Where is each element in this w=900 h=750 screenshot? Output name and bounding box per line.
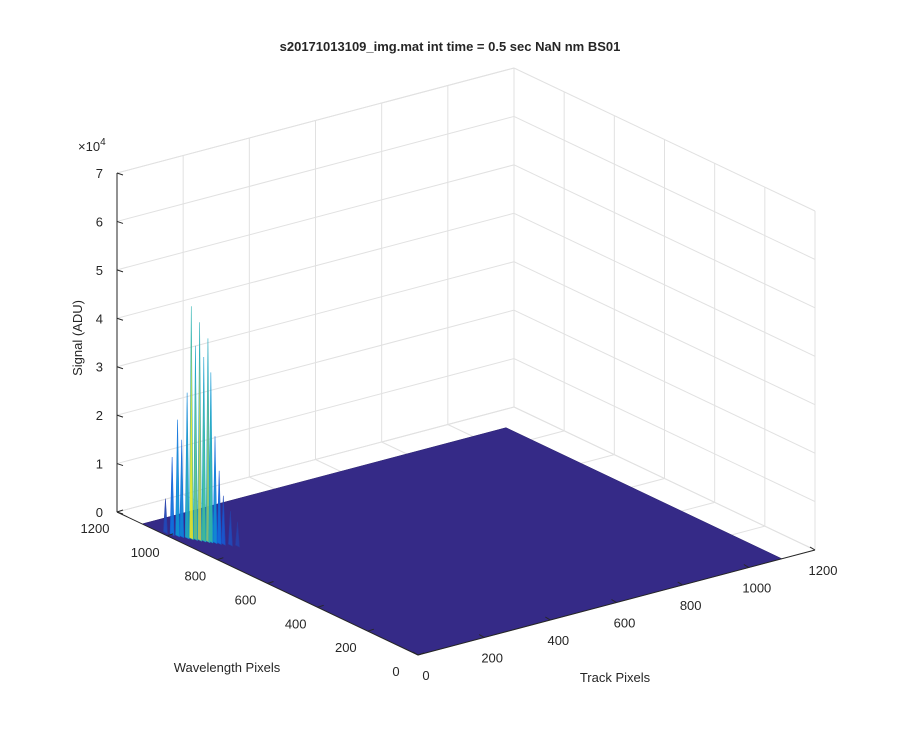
grid-wall-z-right [513, 309, 816, 454]
surface-peak [197, 322, 202, 542]
tick-labels: 0200400600800100012000200400600800100012… [81, 166, 838, 683]
y-axis-label: Wavelength Pixels [174, 660, 281, 675]
grid-wall-z-right [513, 406, 816, 551]
grid-wall-z-back [116, 406, 515, 513]
y-tick-label: 0 [392, 664, 399, 679]
grid-wall-z-right [513, 261, 816, 406]
z-axis-label: Signal (ADU) [70, 300, 85, 376]
x-tick-mark [809, 546, 816, 551]
x-tick-label: 800 [680, 598, 702, 613]
surface-peak [179, 439, 185, 539]
x-tick-label: 1200 [809, 563, 838, 578]
y-tick-label: 1200 [81, 521, 110, 536]
axes [116, 172, 816, 656]
x-tick-label: 200 [481, 651, 503, 666]
y-tick-mark [417, 652, 425, 656]
y-tick-label: 1000 [131, 545, 160, 560]
y-tick-mark [167, 533, 174, 537]
grid-wall-z-right [513, 115, 816, 260]
grid-wall-z-back [116, 358, 515, 465]
z-tick-mark [116, 414, 124, 418]
surface-peak [188, 306, 194, 541]
z-tick-label: 3 [96, 360, 103, 375]
surface-peak [208, 372, 214, 544]
z-tick-mark [116, 269, 124, 273]
y-tick-label: 400 [285, 616, 307, 631]
z-tick-label: 4 [96, 311, 103, 326]
z-tick-mark [116, 463, 124, 467]
x-axis-label: Track Pixels [580, 670, 651, 685]
x-tick-mark [478, 634, 485, 638]
x-tick-label: 600 [614, 616, 636, 631]
grid-wall-z-right [513, 67, 816, 212]
x-tick-mark [743, 564, 750, 568]
surface-peak [216, 470, 222, 545]
surface-peak [163, 498, 168, 535]
y-tick-mark [217, 557, 224, 561]
x-tick-mark [611, 599, 617, 603]
z-tick-label: 5 [96, 263, 103, 278]
surface-peak [201, 356, 207, 543]
surface-peak [221, 495, 226, 546]
y-tick-mark [116, 509, 124, 513]
z-tick-mark [116, 366, 124, 370]
surface-peak [212, 436, 218, 545]
surface-peak [184, 392, 190, 540]
y-tick-label: 200 [335, 640, 357, 655]
y-tick-label: 600 [235, 593, 257, 608]
grid-wall-z-right [513, 164, 816, 309]
y-tick-mark [267, 581, 274, 584]
x-tick-mark [545, 616, 551, 621]
z-tick-mark [116, 511, 124, 515]
y-tick-label: 800 [184, 569, 206, 584]
z-tick-label: 1 [96, 457, 103, 472]
surface-peak [235, 521, 240, 548]
y-tick-mark [367, 628, 374, 632]
grid-wall-z-back [116, 164, 515, 271]
y-tick-mark [317, 604, 324, 608]
x-tick-label: 400 [547, 633, 569, 648]
z-exponent-power: 4 [100, 137, 106, 148]
x-tick-mark [677, 581, 683, 586]
z-tick-label: 7 [96, 166, 103, 181]
z-tick-mark [116, 220, 124, 224]
z-tick-label: 6 [96, 214, 103, 229]
x-tick-mark [412, 651, 419, 656]
surface-peak [205, 338, 211, 544]
grid-wall-z-back [116, 309, 515, 416]
z-tick-label: 2 [96, 408, 103, 423]
grid-wall-z-right [513, 212, 816, 357]
z-tick-label: 0 [96, 505, 103, 520]
z-exponent-base: ×10 [78, 139, 100, 154]
z-tick-mark [116, 172, 124, 176]
x-tick-label: 1000 [742, 581, 771, 596]
surface-peak [169, 457, 175, 536]
surface-peak [193, 345, 198, 541]
grid-wall-z-right [513, 358, 816, 503]
grid-wall-z-back [116, 115, 515, 222]
surface-peak [228, 511, 233, 547]
z-exponent: ×104 [78, 137, 106, 154]
grid-wall-z-back [116, 212, 515, 319]
z-tick-mark [116, 317, 124, 321]
grid-wall-z-back [116, 261, 515, 368]
surface-peak [175, 419, 180, 538]
x-tick-label: 0 [422, 668, 429, 683]
grid-top-edge [116, 67, 515, 174]
chart-title: s20171013109_img.mat int time = 0.5 sec … [280, 39, 621, 54]
